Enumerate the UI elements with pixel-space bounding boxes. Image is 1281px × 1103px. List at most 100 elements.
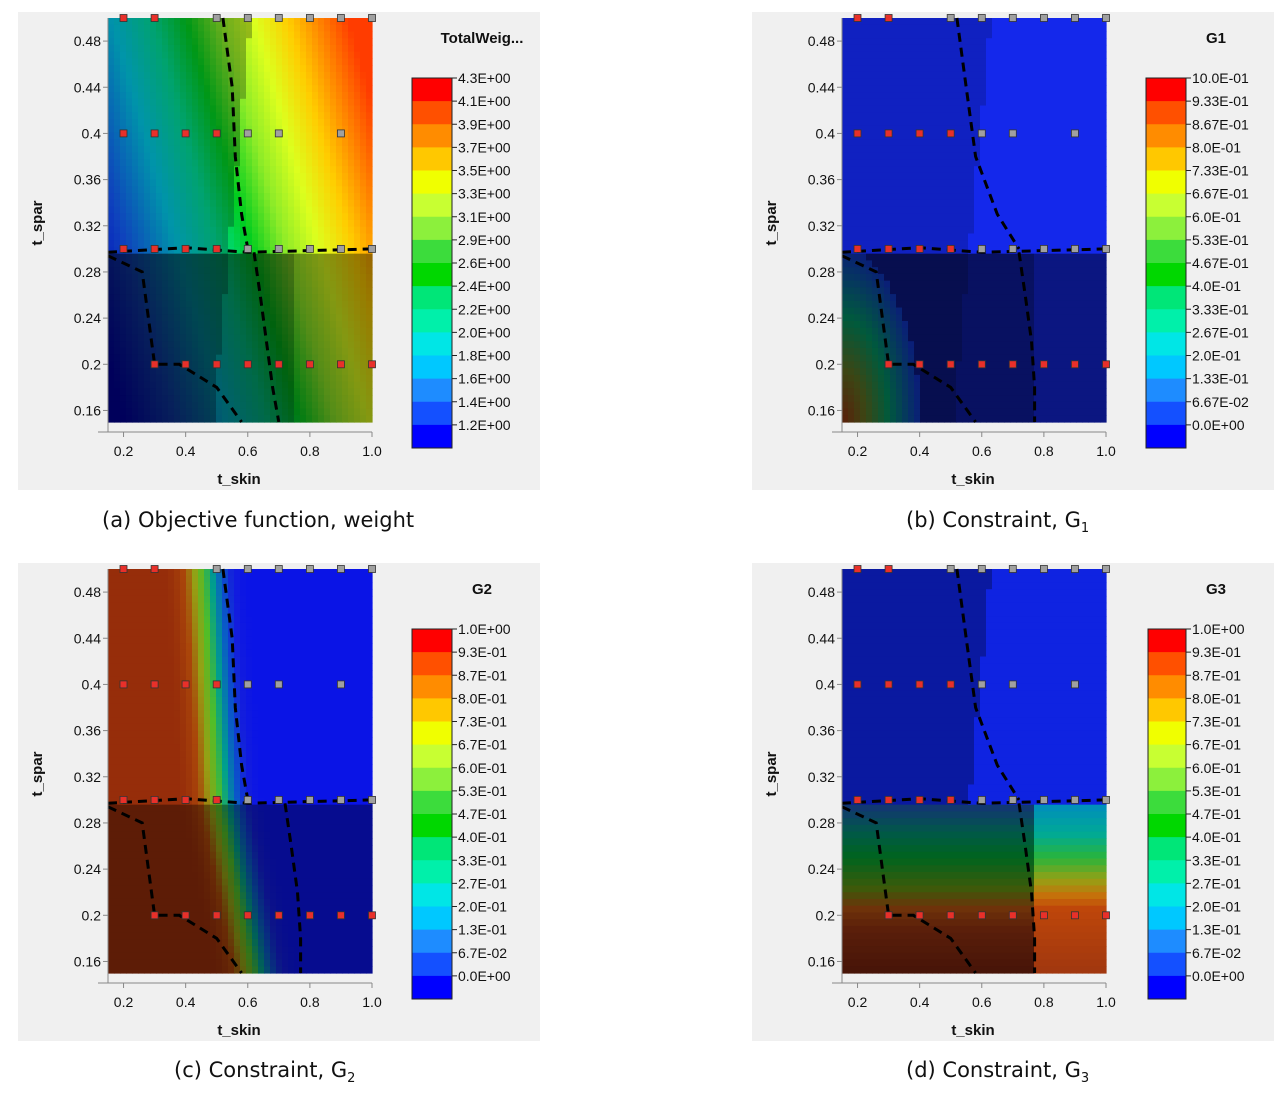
heatmap-cell: [132, 287, 139, 295]
heatmap-cell: [926, 347, 933, 356]
heatmap-cell: [168, 347, 175, 356]
heatmap-cell: [270, 280, 277, 288]
heatmap-cell: [932, 226, 939, 235]
heatmap-cell: [228, 44, 235, 53]
heatmap-cell: [926, 294, 933, 302]
heatmap-cell: [998, 267, 1005, 275]
heatmap-cell: [330, 368, 337, 376]
heatmap-cell: [908, 321, 915, 329]
heatmap-cell: [1058, 31, 1065, 39]
heatmap-cell: [890, 213, 897, 221]
heatmap-cell: [120, 226, 127, 235]
heatmap-cell: [944, 233, 951, 241]
heatmap-cell: [114, 132, 121, 140]
heatmap-cell: [336, 314, 343, 322]
heatmap-cell: [186, 307, 193, 315]
heatmap-cell: [956, 381, 963, 389]
heatmap-cell: [150, 213, 157, 221]
heatmap-cell: [120, 213, 127, 221]
heatmap-cell: [950, 395, 957, 403]
heatmap-cell: [914, 38, 921, 46]
heatmap-cell: [114, 18, 121, 26]
heatmap-cell: [108, 341, 115, 349]
heatmap-cell: [264, 307, 271, 315]
heatmap-cell: [938, 300, 945, 309]
heatmap-cell: [252, 98, 259, 107]
heatmap-cell: [156, 253, 163, 261]
heatmap-cell: [156, 159, 163, 167]
heatmap-cell: [234, 273, 241, 282]
heatmap-cell: [920, 334, 927, 342]
y-tick-label: 0.32: [74, 218, 101, 234]
heatmap-cell: [264, 327, 271, 336]
heatmap-cell: [216, 199, 223, 208]
heatmap-cell: [1022, 287, 1029, 295]
heatmap-cell: [944, 193, 951, 201]
heatmap-cell: [992, 71, 999, 80]
heatmap-cell: [276, 240, 283, 248]
heatmap-cell: [348, 65, 355, 73]
heatmap-cell: [192, 368, 199, 376]
heatmap-cell: [1046, 92, 1053, 100]
heatmap-cell: [228, 220, 235, 228]
heatmap-cell: [950, 44, 957, 53]
heatmap-cell: [174, 193, 181, 201]
heatmap-cell: [1022, 98, 1029, 107]
heatmap-cell: [1046, 233, 1053, 241]
heatmap-cell: [1052, 381, 1059, 389]
heatmap-cell: [998, 226, 1005, 235]
heatmap-cell: [174, 273, 181, 282]
heatmap-cell: [258, 368, 265, 376]
heatmap-cell: [1010, 24, 1017, 33]
heatmap-cell: [890, 125, 897, 134]
heatmap-cell: [138, 193, 145, 201]
heatmap-cell: [1004, 287, 1011, 295]
heatmap-cell: [318, 24, 325, 33]
heatmap-cell: [974, 92, 981, 100]
heatmap-cell: [872, 145, 879, 154]
heatmap-cell: [246, 166, 253, 174]
heatmap-cell: [360, 145, 367, 154]
heatmap-cell: [1058, 58, 1065, 66]
heatmap-cell: [932, 18, 939, 26]
heatmap-cell: [180, 327, 187, 336]
heatmap-cell: [204, 287, 211, 295]
heatmap-cell: [872, 199, 879, 208]
heatmap-cell: [854, 24, 861, 33]
heatmap-cell: [180, 294, 187, 302]
heatmap-cell: [866, 415, 873, 423]
heatmap-cell: [192, 38, 199, 46]
heatmap-cell: [216, 226, 223, 235]
heatmap-cell: [962, 267, 969, 275]
heatmap-cell: [998, 152, 1005, 160]
heatmap-cell: [222, 132, 229, 140]
heatmap-cell: [842, 321, 849, 329]
heatmap-cell: [1058, 119, 1065, 127]
heatmap-cell: [162, 172, 169, 181]
heatmap-cell: [938, 233, 945, 241]
heatmap-cell: [962, 139, 969, 147]
heatmap-cell: [126, 132, 133, 140]
heatmap-cell: [330, 206, 337, 214]
heatmap-cell: [998, 395, 1005, 403]
heatmap-cell: [890, 300, 897, 309]
heatmap-cell: [150, 179, 157, 187]
heatmap-cell: [120, 31, 127, 39]
heatmap-cell: [240, 314, 247, 322]
heatmap-cell: [222, 381, 229, 389]
heatmap-cell: [168, 321, 175, 329]
heatmap-cell: [878, 152, 885, 160]
heatmap-cell: [926, 327, 933, 336]
heatmap-cell: [914, 307, 921, 315]
heatmap-cell: [1046, 179, 1053, 187]
heatmap-cell: [246, 395, 253, 403]
heatmap-cell: [144, 92, 151, 100]
heatmap-cell: [198, 58, 205, 66]
heatmap-cell: [962, 85, 969, 93]
heatmap-cell: [240, 287, 247, 295]
heatmap-cell: [126, 105, 133, 113]
heatmap-cell: [938, 112, 945, 120]
heatmap-cell: [932, 31, 939, 39]
heatmap-cell: [366, 193, 373, 201]
heatmap-cell: [288, 347, 295, 356]
